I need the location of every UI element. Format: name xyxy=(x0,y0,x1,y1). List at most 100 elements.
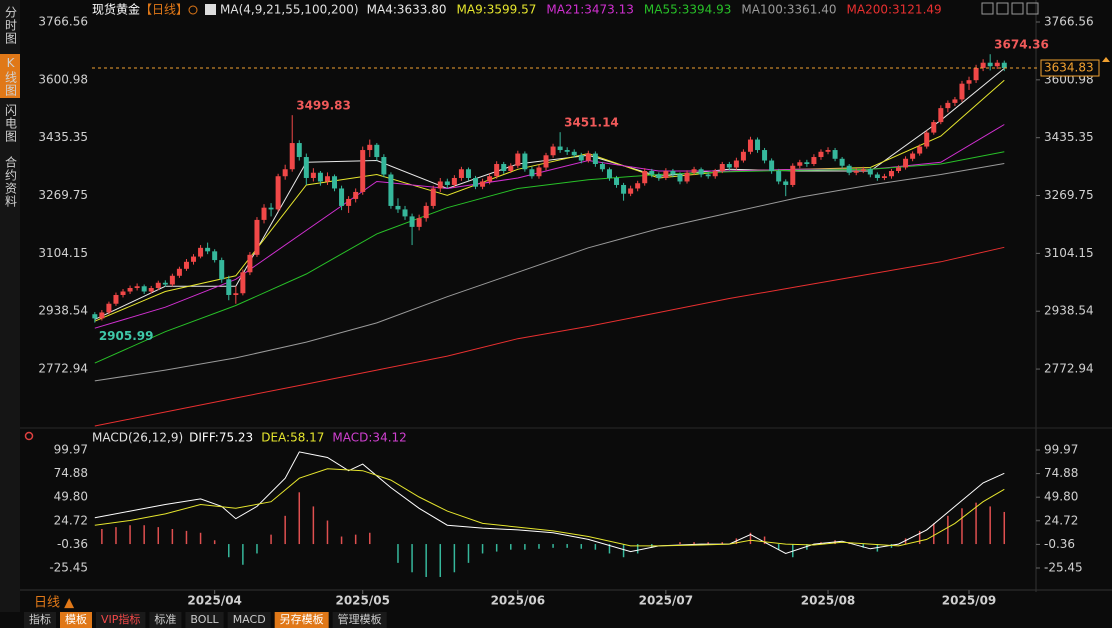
candle-body xyxy=(811,157,817,165)
macd-line xyxy=(94,468,1005,547)
candle-body xyxy=(296,143,302,158)
macd-tick-label: 24.72 xyxy=(54,513,88,527)
candle-body xyxy=(628,188,634,194)
candle-body xyxy=(642,170,648,184)
candle-body xyxy=(614,177,620,185)
candle-body xyxy=(712,170,718,177)
candle-body xyxy=(261,207,267,220)
candle-body xyxy=(487,176,493,182)
candle-body xyxy=(571,151,577,156)
toolbar-tab[interactable]: 另存模板 xyxy=(280,612,324,626)
candle-body xyxy=(381,157,387,175)
crosshair-icon[interactable] xyxy=(24,431,34,441)
candle-body xyxy=(374,144,380,158)
sidebar-tab[interactable]: 合约资料 xyxy=(4,155,18,208)
candle-body xyxy=(162,282,168,285)
period-switch[interactable]: 日线 ▲ xyxy=(34,596,74,611)
candle-body xyxy=(451,177,457,185)
macd-tick-label-right: 74.88 xyxy=(1044,466,1078,480)
candle-body xyxy=(289,143,295,170)
candle-body xyxy=(670,170,676,175)
macd-title: MACD(26,12,9) xyxy=(92,431,183,445)
candle-body xyxy=(705,174,711,177)
candle-body xyxy=(99,312,105,319)
candle-body xyxy=(606,169,612,178)
sidebar-tab[interactable]: 闪电图 xyxy=(4,104,18,143)
candle-body xyxy=(508,165,514,171)
candle-body xyxy=(656,174,662,178)
toolbar-tab[interactable]: VIP指标 xyxy=(101,612,140,626)
y-tick-label: 2772.94 xyxy=(38,362,88,376)
candle-body xyxy=(212,251,218,261)
candle-body xyxy=(924,132,930,147)
toolbar-tab[interactable]: 模板 xyxy=(65,612,87,626)
candle-body xyxy=(430,188,436,206)
candle-body xyxy=(698,169,704,175)
y-tick-label-right: 3766.56 xyxy=(1044,15,1094,29)
icon[interactable] xyxy=(996,2,1009,15)
toolbar-tab[interactable]: BOLL xyxy=(190,613,219,626)
candle-body xyxy=(473,177,479,187)
candle-body xyxy=(783,181,789,185)
candle-body xyxy=(317,172,323,182)
icon[interactable] xyxy=(981,2,994,15)
candle-body xyxy=(275,176,281,210)
candle-body xyxy=(663,170,669,178)
toolbar-tab-bg xyxy=(274,612,329,628)
candle-body xyxy=(599,164,605,170)
legend-entry: MA21:3473.13 xyxy=(546,3,634,17)
window-icons[interactable] xyxy=(981,2,1039,15)
candle-body xyxy=(867,169,873,175)
candle-body xyxy=(832,150,838,159)
icon[interactable] xyxy=(1026,2,1039,15)
candle-body xyxy=(254,219,260,255)
add-icon[interactable] xyxy=(188,5,198,15)
candle-body xyxy=(148,288,154,292)
sidebar-tab[interactable]: K线图 xyxy=(4,56,18,97)
macd-tick-label: -0.36 xyxy=(57,537,88,551)
candle-body xyxy=(959,83,965,100)
ma-line xyxy=(94,163,1005,382)
y-tick-label: 3435.35 xyxy=(38,130,88,144)
legend-entry: MA9:3599.57 xyxy=(457,3,537,17)
x-tick-label: 2025/04 xyxy=(187,594,241,608)
macd-tick-label: 99.97 xyxy=(54,442,88,456)
x-tick-label: 2025/05 xyxy=(335,594,389,608)
last-price-tag xyxy=(1040,59,1100,77)
ma-icon[interactable] xyxy=(205,4,216,15)
candle-body xyxy=(804,162,810,165)
candle-body xyxy=(874,174,880,178)
macd-line xyxy=(94,451,1005,555)
candle-body xyxy=(938,108,944,123)
candle-body xyxy=(155,282,161,289)
sidebar-tab[interactable]: 分时图 xyxy=(4,6,18,45)
candle-body xyxy=(303,157,309,178)
candle-body xyxy=(881,176,887,178)
y-tick-label: 3766.56 xyxy=(38,15,88,29)
toolbar-tab[interactable]: 标准 xyxy=(154,612,176,626)
candle-body xyxy=(973,67,979,81)
macd-tick-label-right: -0.36 xyxy=(1044,537,1075,551)
candle-body xyxy=(917,146,923,154)
toolbar-tab[interactable]: MACD xyxy=(233,613,266,626)
candle-body xyxy=(952,99,958,103)
sidebar xyxy=(0,0,20,612)
chart-title: 现货黄金 xyxy=(92,2,140,17)
icon[interactable] xyxy=(1011,2,1024,15)
candle-body xyxy=(395,205,401,210)
candle-body xyxy=(592,153,598,165)
toolbar-tab-bg xyxy=(185,612,224,628)
candle-body xyxy=(134,286,140,289)
y-tick-label: 3600.98 xyxy=(38,72,88,86)
toolbar-tab[interactable]: 管理模板 xyxy=(338,612,382,626)
x-tick-label: 2025/08 xyxy=(801,594,855,608)
candle-body xyxy=(480,181,486,187)
macd-tick-label-right: 24.72 xyxy=(1044,513,1078,527)
macd-legend: DIFF:75.23 xyxy=(189,431,253,445)
toolbar-tab[interactable]: 指标 xyxy=(29,612,51,626)
candle-body xyxy=(1001,62,1007,69)
y-tick-label-right: 2772.94 xyxy=(1044,362,1094,376)
candle-body xyxy=(529,169,535,177)
candle-body xyxy=(346,198,352,206)
